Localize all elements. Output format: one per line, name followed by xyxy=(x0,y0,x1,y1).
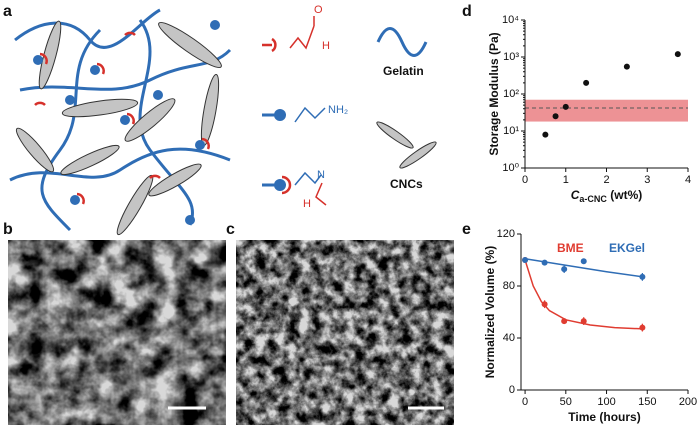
legend-a: O H NH₂ N H Gelatin CNCs xyxy=(262,4,437,210)
atom: H xyxy=(322,40,330,52)
cnc xyxy=(200,74,220,146)
legend-label: CNCs xyxy=(390,177,423,191)
cnc xyxy=(15,127,55,173)
x-tick-label: 0 xyxy=(522,174,528,186)
x-tick-label: 50 xyxy=(560,396,572,408)
x-tick-label: 3 xyxy=(644,174,650,186)
network xyxy=(9,8,232,232)
label-part: C xyxy=(571,188,580,202)
point xyxy=(541,301,548,308)
x-tick-label: 150 xyxy=(638,396,656,408)
gelatin-chain xyxy=(9,147,231,182)
x-axis-label: Time (hours) xyxy=(568,410,640,424)
point xyxy=(552,113,559,120)
fit-line xyxy=(524,259,644,330)
panel-label: b xyxy=(3,221,13,238)
point xyxy=(674,51,681,58)
atom: O xyxy=(314,4,323,16)
cnc xyxy=(38,20,62,90)
point xyxy=(639,273,646,280)
panel-label: c xyxy=(226,221,235,238)
label-part: (wt%) xyxy=(607,188,642,202)
legend-label: EKGel xyxy=(609,241,645,255)
point xyxy=(580,318,587,325)
atom: N xyxy=(317,169,325,181)
point xyxy=(522,257,529,263)
cnc xyxy=(60,144,120,176)
y-tick-label: 10² xyxy=(503,88,519,100)
sem-texture xyxy=(8,240,226,425)
band xyxy=(525,99,688,122)
y-tick-label: 10⁰ xyxy=(502,162,519,174)
point xyxy=(580,258,587,265)
y-axis-label: Normalized Volume (%) xyxy=(483,246,497,378)
panel-label: e xyxy=(462,221,471,238)
cnc xyxy=(116,174,154,236)
cnc xyxy=(148,163,202,197)
panel-label: a xyxy=(3,3,12,20)
point xyxy=(623,63,630,70)
y-tick-label: 0 xyxy=(509,384,515,396)
gelatin-chain xyxy=(138,19,195,226)
y-tick-label: 40 xyxy=(503,332,515,344)
cncs xyxy=(15,20,222,236)
point xyxy=(561,318,568,325)
cnc xyxy=(124,98,176,142)
y-tick-label: 10⁴ xyxy=(502,14,519,26)
atom: H xyxy=(303,198,311,210)
x-tick-label: 200 xyxy=(679,396,697,408)
x-tick-label: 100 xyxy=(597,396,615,408)
x-tick-label: 1 xyxy=(563,174,569,186)
point xyxy=(583,79,590,86)
y-tick-label: 80 xyxy=(503,280,515,292)
point xyxy=(541,259,548,266)
point xyxy=(639,324,646,331)
atom: NH₂ xyxy=(328,104,348,116)
cnc xyxy=(158,21,222,69)
label-part: a-CNC xyxy=(579,194,607,204)
cnc xyxy=(61,98,139,118)
x-tick-label: 0 xyxy=(522,396,528,408)
y-tick-label: 10³ xyxy=(503,51,519,63)
point xyxy=(542,131,549,138)
x-tick-label: 2 xyxy=(603,174,609,186)
y-tick-label: 10¹ xyxy=(503,125,519,137)
panel-label: d xyxy=(462,3,472,20)
x-tick-label: 4 xyxy=(685,174,691,186)
point xyxy=(562,103,569,110)
y-axis-label: Storage Modulus (Pa) xyxy=(487,32,501,155)
gelatin-chain xyxy=(14,8,161,49)
y-tick-label: 120 xyxy=(497,228,515,240)
gelatin-chain xyxy=(40,28,102,232)
point xyxy=(561,266,568,273)
legend-label: Gelatin xyxy=(383,64,424,78)
crosslinks xyxy=(33,20,220,225)
legend-label: BME xyxy=(557,241,584,255)
sem-texture xyxy=(236,240,454,425)
x-axis-label: Ca-CNC (wt%) xyxy=(571,188,643,204)
